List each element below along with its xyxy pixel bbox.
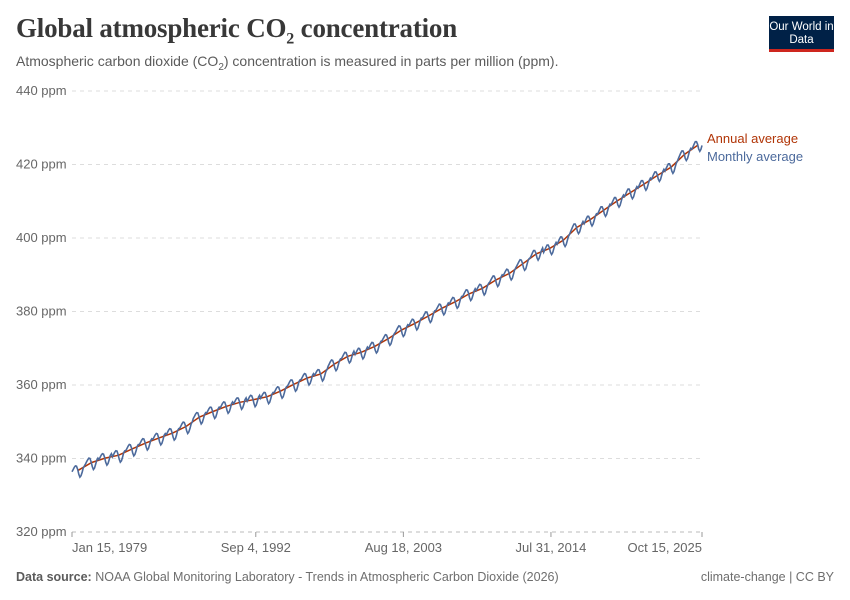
y-tick-label: 440 ppm	[16, 83, 67, 98]
y-tick-label: 340 ppm	[16, 451, 67, 466]
legend-annual-average[interactable]: Annual average	[707, 131, 798, 146]
y-axis: 320 ppm 340 ppm 360 ppm 380 ppm 400 ppm 420 p…	[16, 83, 67, 539]
y-tick-label: 400 ppm	[16, 230, 67, 245]
y-tick-label: 420 ppm	[16, 157, 67, 172]
x-tick-label: Jul 31, 2014	[516, 540, 587, 555]
y-tick-label: 360 ppm	[16, 377, 67, 392]
x-tick-label: Jan 15, 1979	[72, 540, 147, 555]
y-tick-label: 380 ppm	[16, 304, 67, 319]
series-annual-average-line	[77, 144, 699, 471]
grid-lines	[72, 90, 702, 533]
owid-logo[interactable]: Our World in Data	[769, 16, 834, 52]
x-tick-label: Oct 15, 2025	[628, 540, 702, 555]
y-tick-label: 320 ppm	[16, 524, 67, 539]
series-monthly-average-line	[71, 140, 703, 479]
chart-title: Global atmospheric CO2 concentration	[16, 13, 458, 48]
data-source: Data source: NOAA Global Monitoring Labo…	[16, 570, 559, 584]
legend-monthly-average[interactable]: Monthly average	[707, 149, 803, 164]
data-source-link[interactable]: NOAA Global Monitoring Laboratory - Tren…	[95, 570, 559, 584]
chart-subtitle: Atmospheric carbon dioxide (CO2) concent…	[16, 53, 559, 73]
license[interactable]: climate-change | CC BY	[700, 570, 834, 584]
x-axis: Jan 15, 1979 Sep 4, 1992 Aug 18, 2003 Jul 3…	[71, 532, 703, 555]
x-tick-label: Aug 18, 2003	[365, 540, 442, 555]
x-tick-label: Sep 4, 1992	[221, 540, 291, 555]
